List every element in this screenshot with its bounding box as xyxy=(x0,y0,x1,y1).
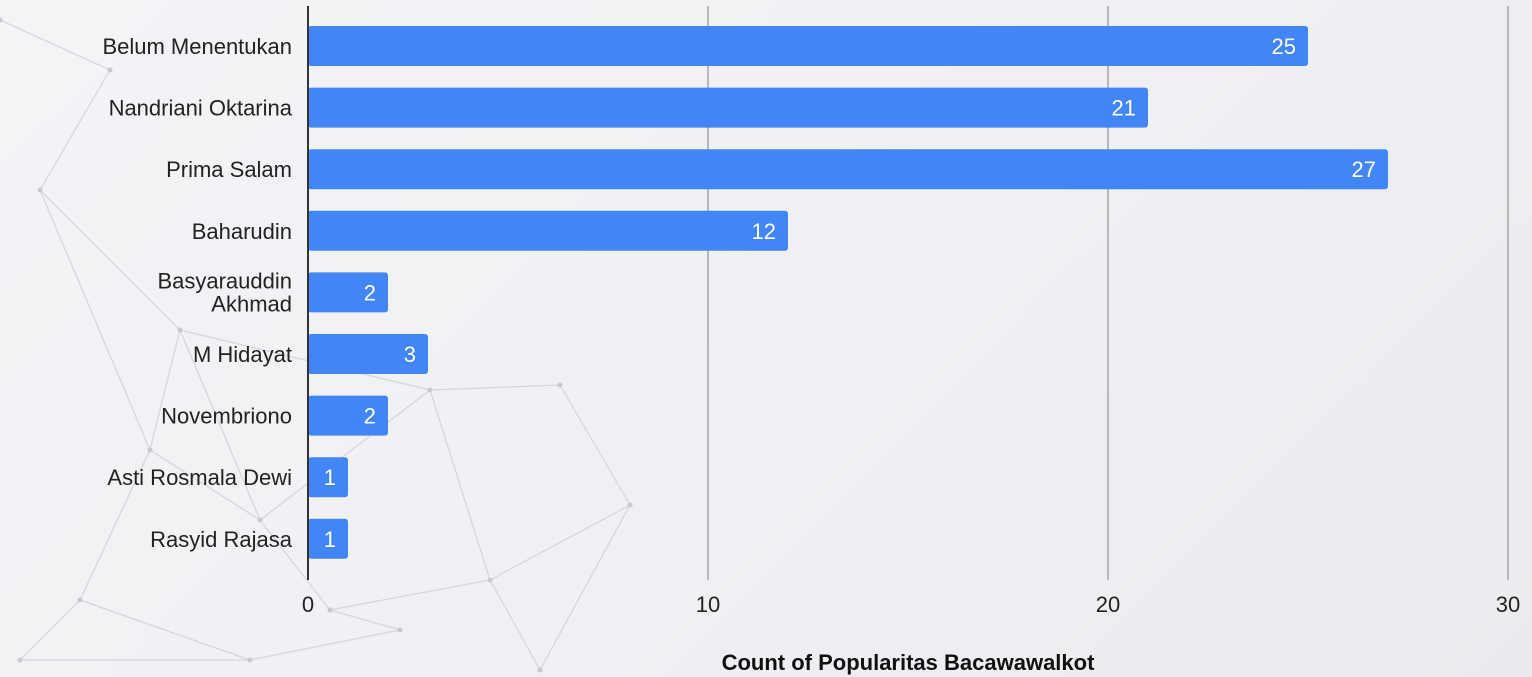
bar-value-label: 27 xyxy=(1352,157,1376,182)
network-line xyxy=(249,629,401,661)
bar-value-label: 12 xyxy=(752,219,776,244)
network-line xyxy=(539,504,631,671)
bar-value-label: 25 xyxy=(1272,34,1296,59)
network-node xyxy=(0,17,3,23)
category-label: Basyarauddin Akhmad xyxy=(157,268,292,316)
x-tick-label: 10 xyxy=(696,592,720,617)
bar xyxy=(308,272,388,313)
bar-value-label: 3 xyxy=(404,342,416,367)
bar xyxy=(308,334,428,374)
bar xyxy=(308,149,1388,190)
category-labels: Belum Menentukan Nandriani Oktarina Prima … xyxy=(102,34,292,552)
network-node xyxy=(107,67,113,73)
network-line xyxy=(329,579,491,611)
network-node xyxy=(17,657,23,663)
network-node xyxy=(557,382,563,388)
network-line xyxy=(39,189,151,451)
network-node xyxy=(397,627,403,633)
network-line xyxy=(259,389,431,521)
bar-value-label: 2 xyxy=(364,404,376,429)
bar xyxy=(308,26,1308,66)
network-line xyxy=(489,504,631,581)
category-label: Nandriani Oktarina xyxy=(109,96,293,121)
x-tick-label: 30 xyxy=(1496,592,1520,617)
network-node xyxy=(247,657,253,663)
network-line xyxy=(19,599,81,661)
network-line xyxy=(559,384,631,506)
network-node xyxy=(427,387,433,393)
category-label: Asti Rosmala Dewi xyxy=(107,465,292,490)
bar xyxy=(308,395,388,436)
category-label: Novembriono xyxy=(161,404,292,429)
x-tick-label: 0 xyxy=(302,592,314,617)
category-label: Rasyid Rajasa xyxy=(150,527,293,552)
bar-value-label: 1 xyxy=(324,527,336,552)
network-node xyxy=(257,517,263,523)
network-line xyxy=(179,329,431,391)
category-label: Belum Menentukan xyxy=(102,34,292,59)
network-node xyxy=(37,187,43,193)
bar xyxy=(308,87,1148,128)
x-tick-label: 20 xyxy=(1096,592,1120,617)
bar xyxy=(308,210,788,251)
network-line xyxy=(179,329,261,521)
network-line xyxy=(39,189,181,331)
network-line xyxy=(79,449,151,601)
network-node xyxy=(327,607,333,613)
network-node xyxy=(147,447,153,453)
bar-value-label: 1 xyxy=(324,465,336,490)
category-label: Prima Salam xyxy=(166,157,292,182)
network-line xyxy=(0,19,111,71)
network-line xyxy=(489,579,541,671)
network-node xyxy=(627,502,633,508)
network-node xyxy=(177,327,183,333)
bar-value-label: 2 xyxy=(364,280,376,305)
bar-value-label: 21 xyxy=(1112,96,1136,121)
network-line xyxy=(79,599,251,661)
x-axis-title: Count of Popularitas Bacawawalkot xyxy=(722,650,1096,675)
network-line xyxy=(149,329,181,451)
network-line xyxy=(429,384,561,391)
network-line xyxy=(259,519,331,611)
network-node xyxy=(537,667,543,673)
category-label: Baharudin xyxy=(192,219,292,244)
x-tick-labels: 0 10 20 30 xyxy=(302,592,1520,617)
network-node xyxy=(487,577,493,583)
bar xyxy=(308,518,348,559)
bar xyxy=(308,457,348,498)
network-line xyxy=(329,609,401,631)
network-line xyxy=(429,389,491,581)
network-node xyxy=(77,597,83,603)
category-label: M Hidayat xyxy=(193,342,292,367)
network-line xyxy=(39,69,111,191)
network-line xyxy=(149,449,261,521)
background-network-pattern xyxy=(0,17,633,673)
